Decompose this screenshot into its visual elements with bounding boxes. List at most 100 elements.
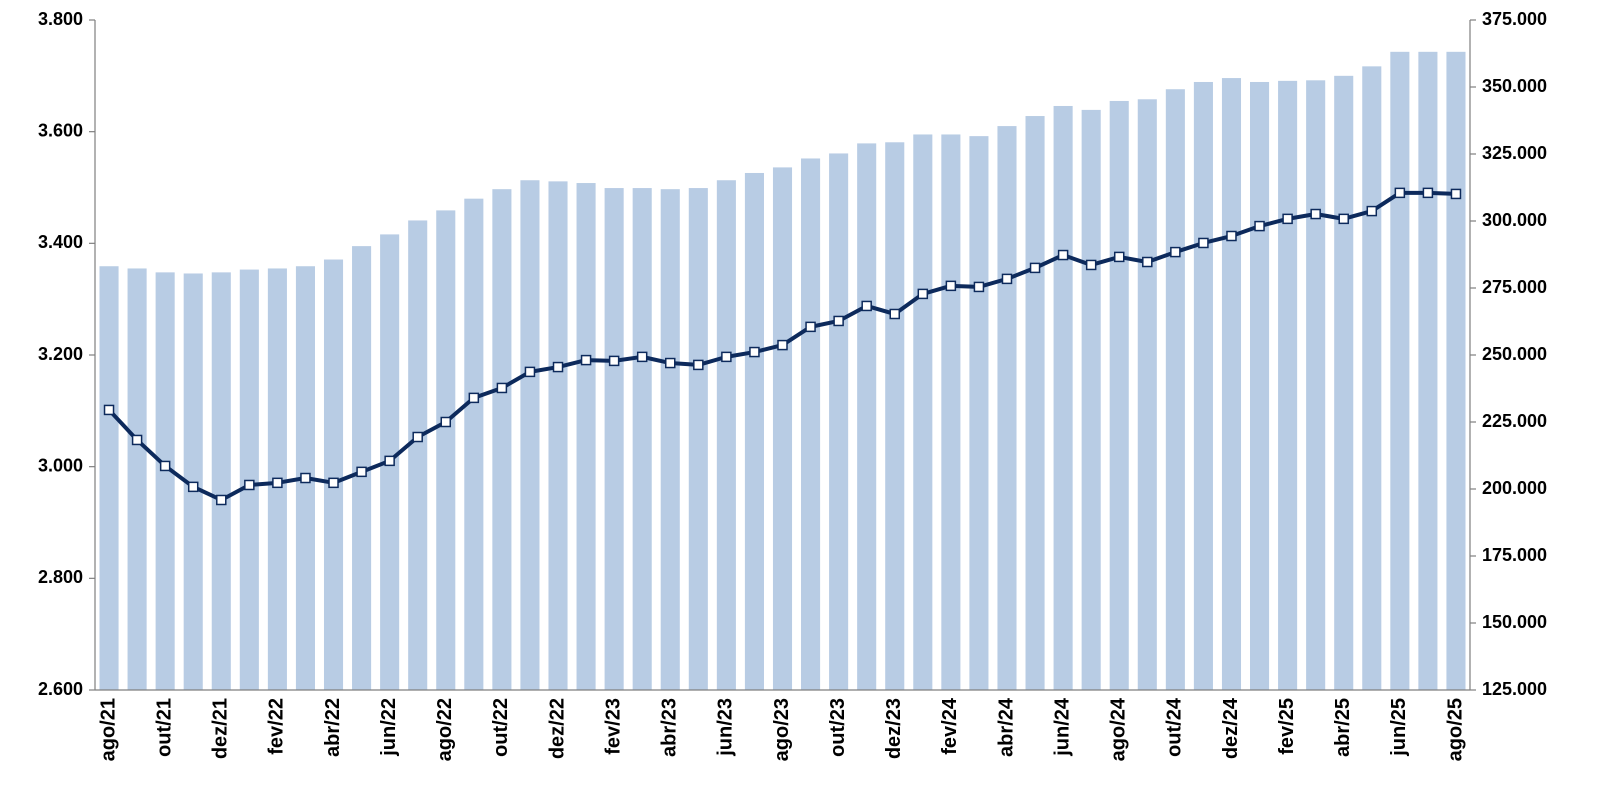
y2-tick-label: 275.000 bbox=[1482, 277, 1547, 297]
x-tick-label: dez/22 bbox=[546, 698, 568, 759]
bar bbox=[997, 126, 1017, 691]
y2-tick-label: 350.000 bbox=[1482, 76, 1547, 96]
y-tick-label: 3.400 bbox=[38, 232, 83, 252]
bar bbox=[408, 220, 428, 691]
line-marker bbox=[468, 392, 480, 404]
y2-tick-label: 375.000 bbox=[1482, 9, 1547, 29]
line-marker bbox=[1001, 273, 1013, 285]
x-tick-label: jun/25 bbox=[1388, 698, 1410, 757]
x-tick-label: abr/23 bbox=[659, 698, 681, 757]
y2-tick-label: 325.000 bbox=[1482, 143, 1547, 163]
line-marker bbox=[216, 494, 227, 506]
bar bbox=[744, 172, 764, 690]
y-tick-label: 3.800 bbox=[38, 9, 83, 29]
x-tick-label: ago/21 bbox=[97, 698, 119, 761]
line-marker bbox=[440, 416, 452, 428]
line-marker bbox=[805, 321, 816, 333]
x-tick-label: fev/25 bbox=[1276, 698, 1298, 755]
line-marker bbox=[1394, 187, 1406, 199]
line-marker bbox=[945, 280, 957, 292]
line-marker bbox=[131, 434, 143, 446]
line-marker bbox=[777, 339, 788, 351]
line-marker bbox=[1282, 213, 1293, 225]
bar bbox=[772, 167, 793, 690]
y-tick-label: 2.800 bbox=[38, 567, 83, 587]
x-tick-label: dez/23 bbox=[883, 698, 905, 759]
y-tick-label: 2.600 bbox=[38, 679, 83, 699]
bar bbox=[604, 188, 624, 690]
line-marker bbox=[973, 281, 985, 293]
bar bbox=[127, 268, 147, 690]
bar bbox=[1165, 89, 1185, 690]
line-marker bbox=[356, 466, 367, 478]
bar bbox=[1418, 51, 1438, 690]
bar bbox=[99, 266, 119, 690]
line-marker bbox=[1338, 213, 1349, 225]
bar bbox=[548, 181, 568, 690]
line-marker bbox=[1310, 208, 1321, 220]
bar bbox=[520, 180, 540, 690]
bar bbox=[716, 180, 736, 690]
x-tick-label: ago/23 bbox=[771, 698, 793, 761]
line-marker bbox=[665, 357, 676, 369]
line-marker bbox=[1085, 259, 1097, 271]
bar bbox=[323, 259, 344, 690]
x-tick-label: out/23 bbox=[827, 698, 849, 757]
bar bbox=[576, 183, 596, 691]
line-marker bbox=[1029, 262, 1041, 274]
line-marker bbox=[721, 351, 732, 363]
x-tick-label: ago/22 bbox=[434, 698, 456, 761]
line-marker bbox=[272, 477, 283, 489]
line-marker bbox=[1170, 246, 1181, 258]
bar bbox=[913, 134, 933, 691]
x-tick-label: fev/23 bbox=[602, 698, 624, 755]
bar bbox=[1025, 116, 1045, 691]
y2-tick-label: 200.000 bbox=[1482, 478, 1547, 498]
y-tick-label: 3.600 bbox=[38, 120, 83, 140]
bar bbox=[660, 189, 680, 691]
x-tick-label: jun/23 bbox=[715, 698, 737, 757]
bar bbox=[1250, 81, 1270, 691]
bar bbox=[941, 134, 961, 691]
bar bbox=[801, 158, 821, 690]
line-marker bbox=[580, 354, 592, 366]
line-marker bbox=[159, 460, 171, 472]
x-tick-label: dez/24 bbox=[1220, 697, 1242, 759]
bar bbox=[436, 210, 456, 690]
bar bbox=[1278, 80, 1298, 690]
line-marker bbox=[552, 361, 564, 373]
x-tick-label: ago/24 bbox=[1108, 697, 1130, 761]
line-marker bbox=[608, 355, 620, 367]
line-marker bbox=[384, 455, 395, 467]
y2-tick-label: 175.000 bbox=[1482, 545, 1547, 565]
bar bbox=[885, 142, 905, 690]
bar bbox=[1109, 100, 1129, 691]
bar bbox=[857, 143, 877, 690]
bar bbox=[1362, 66, 1382, 690]
line-marker bbox=[1226, 230, 1237, 242]
line-marker bbox=[1450, 188, 1462, 200]
line-marker bbox=[300, 472, 311, 484]
line-marker bbox=[496, 382, 508, 394]
line-marker bbox=[889, 308, 900, 320]
bar bbox=[969, 136, 989, 691]
line-marker bbox=[328, 477, 339, 489]
line-marker bbox=[1142, 256, 1153, 268]
y2-tick-label: 250.000 bbox=[1482, 344, 1547, 364]
line-marker bbox=[1422, 187, 1434, 199]
bar bbox=[1306, 80, 1326, 691]
bar bbox=[155, 272, 175, 690]
x-tick-label: jun/22 bbox=[378, 698, 400, 757]
bar bbox=[688, 188, 708, 690]
line-marker bbox=[636, 351, 648, 363]
x-tick-label: out/22 bbox=[490, 698, 512, 757]
x-tick-label: ago/25 bbox=[1444, 698, 1466, 761]
bar bbox=[492, 189, 512, 691]
line-marker bbox=[103, 404, 115, 416]
line-marker bbox=[917, 288, 929, 300]
x-tick-label: out/21 bbox=[153, 698, 175, 757]
bar bbox=[632, 188, 652, 690]
x-tick-label: abr/22 bbox=[322, 698, 344, 757]
